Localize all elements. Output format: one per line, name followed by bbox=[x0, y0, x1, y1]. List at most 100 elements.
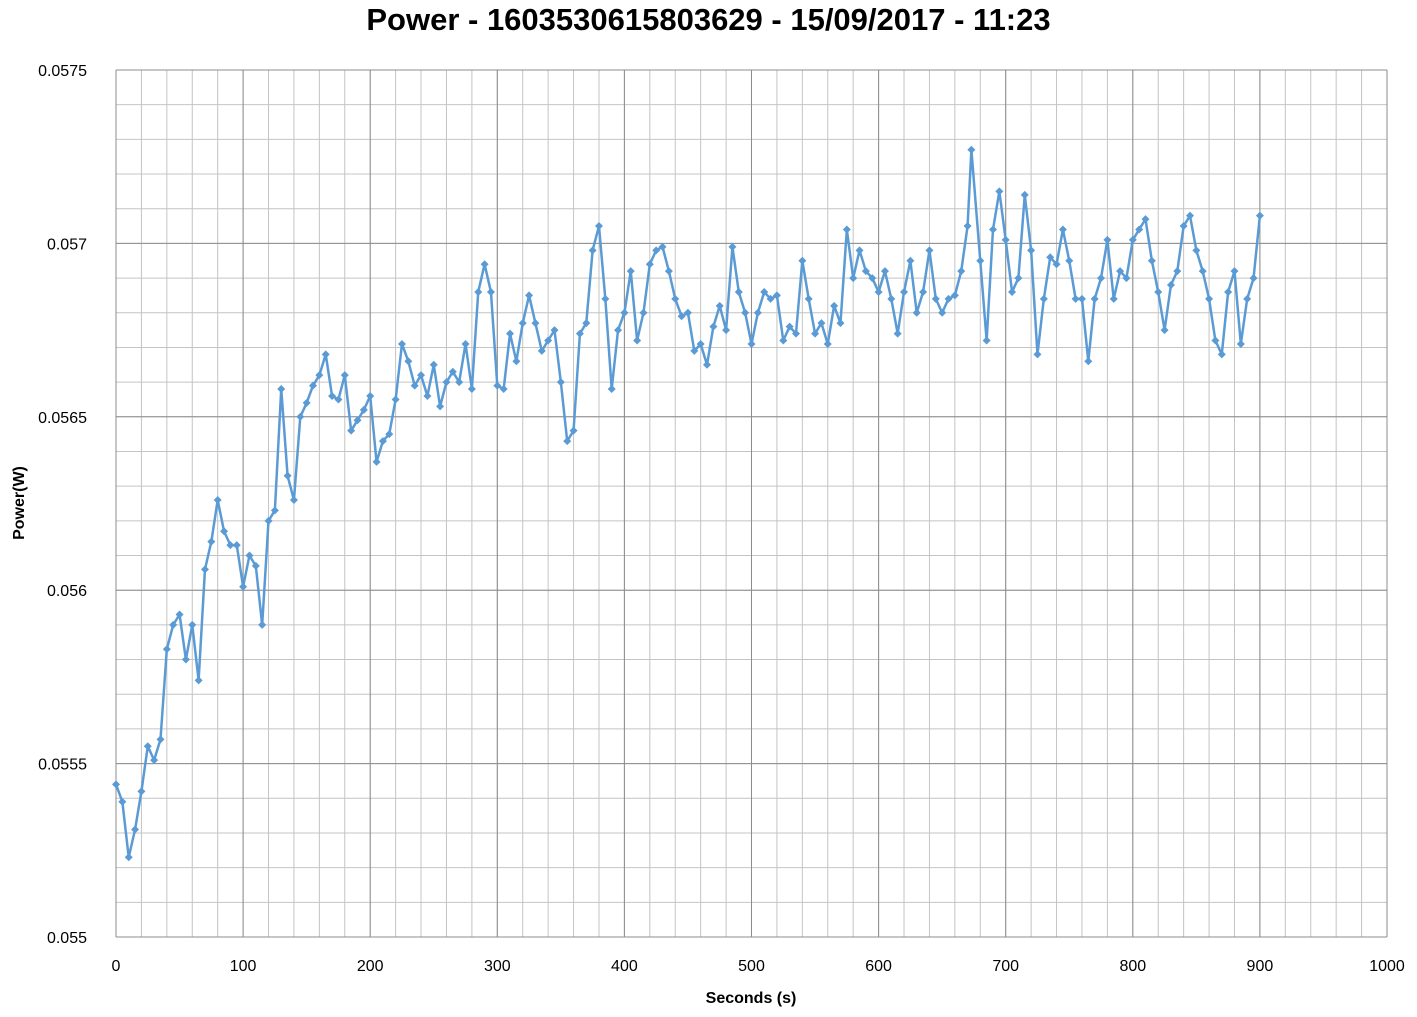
data-point bbox=[938, 308, 947, 317]
data-point bbox=[334, 395, 343, 404]
data-point bbox=[957, 267, 966, 276]
data-point bbox=[944, 294, 953, 303]
data-point bbox=[226, 541, 235, 550]
data-point bbox=[1077, 294, 1086, 303]
data-point bbox=[823, 339, 832, 348]
data-point bbox=[1097, 274, 1106, 283]
data-point bbox=[118, 797, 127, 806]
x-tick-label: 400 bbox=[611, 958, 638, 975]
data-point bbox=[1205, 294, 1214, 303]
series-line bbox=[114, 148, 1262, 859]
data-point bbox=[811, 329, 820, 338]
y-tick-label: 0.055 bbox=[47, 930, 87, 947]
grid bbox=[115, 69, 1388, 938]
data-point bbox=[385, 430, 394, 439]
data-point bbox=[988, 225, 997, 234]
data-point bbox=[277, 385, 286, 394]
data-point bbox=[321, 350, 330, 359]
data-point bbox=[289, 496, 298, 505]
data-point bbox=[887, 294, 896, 303]
x-tick-label: 800 bbox=[1119, 958, 1146, 975]
data-point bbox=[1135, 225, 1144, 234]
data-point bbox=[963, 222, 972, 231]
data-point bbox=[906, 256, 915, 265]
data-point bbox=[1116, 267, 1125, 276]
data-point bbox=[874, 287, 883, 296]
data-point bbox=[1160, 326, 1169, 335]
data-point bbox=[347, 426, 356, 435]
data-point bbox=[258, 620, 267, 629]
data-point bbox=[1154, 287, 1163, 296]
data-point bbox=[1071, 294, 1080, 303]
data-point bbox=[709, 322, 718, 331]
y-tick-label: 0.0555 bbox=[38, 757, 87, 774]
data-point bbox=[931, 294, 940, 303]
data-point bbox=[569, 426, 578, 435]
data-point bbox=[967, 145, 976, 154]
data-point bbox=[372, 457, 381, 466]
data-point bbox=[1039, 294, 1048, 303]
x-tick-label: 600 bbox=[865, 958, 892, 975]
data-point bbox=[1249, 274, 1258, 283]
data-point bbox=[251, 561, 260, 570]
data-point bbox=[830, 301, 839, 310]
data-point bbox=[366, 391, 375, 400]
data-point bbox=[213, 496, 222, 505]
data-point bbox=[264, 516, 273, 525]
data-point bbox=[766, 294, 775, 303]
data-point bbox=[556, 378, 565, 387]
data-point bbox=[696, 339, 705, 348]
x-tick-label: 900 bbox=[1247, 958, 1274, 975]
data-point bbox=[734, 287, 743, 296]
data-point bbox=[690, 346, 699, 355]
y-axis-label: Power(W) bbox=[11, 466, 28, 540]
data-point bbox=[1046, 253, 1055, 262]
data-point bbox=[728, 242, 737, 251]
data-point bbox=[448, 367, 457, 376]
data-point bbox=[798, 256, 807, 265]
data-point bbox=[601, 294, 610, 303]
data-point bbox=[683, 308, 692, 317]
data-point bbox=[506, 329, 515, 338]
data-point bbox=[410, 381, 419, 390]
data-point bbox=[925, 246, 934, 255]
data-point bbox=[181, 655, 190, 664]
data-point bbox=[1128, 235, 1137, 244]
data-point bbox=[544, 336, 553, 345]
data-point bbox=[1109, 294, 1118, 303]
data-point bbox=[677, 312, 686, 321]
data-point bbox=[950, 291, 959, 300]
data-point bbox=[328, 391, 337, 400]
data-point bbox=[658, 242, 667, 251]
data-point bbox=[315, 371, 324, 380]
data-point bbox=[1224, 287, 1233, 296]
data-point bbox=[715, 301, 724, 310]
x-tick-label: 1000 bbox=[1369, 958, 1405, 975]
data-point bbox=[537, 346, 546, 355]
data-point bbox=[397, 339, 406, 348]
data-point bbox=[112, 780, 120, 789]
data-point bbox=[594, 222, 603, 231]
data-point bbox=[1179, 222, 1188, 231]
data-point bbox=[404, 357, 413, 366]
data-point bbox=[861, 267, 870, 276]
data-point bbox=[652, 246, 661, 255]
data-point bbox=[1065, 256, 1074, 265]
data-point bbox=[1058, 225, 1067, 234]
data-point bbox=[188, 620, 197, 629]
data-point bbox=[703, 360, 712, 369]
data-point bbox=[194, 676, 203, 685]
data-point bbox=[499, 385, 508, 394]
data-point bbox=[1217, 350, 1226, 359]
data-point bbox=[664, 267, 673, 276]
data-point bbox=[169, 620, 178, 629]
y-tick-label: 0.0565 bbox=[38, 410, 87, 427]
data-point bbox=[912, 308, 921, 317]
data-point bbox=[849, 274, 858, 283]
data-point bbox=[143, 742, 152, 751]
data-point bbox=[550, 326, 559, 335]
axes: 0 100 200 300 400 500 600 700 800 900 1000 0.055 0.0… bbox=[38, 63, 1405, 975]
x-tick-label: 100 bbox=[230, 958, 257, 975]
data-point bbox=[626, 267, 635, 276]
